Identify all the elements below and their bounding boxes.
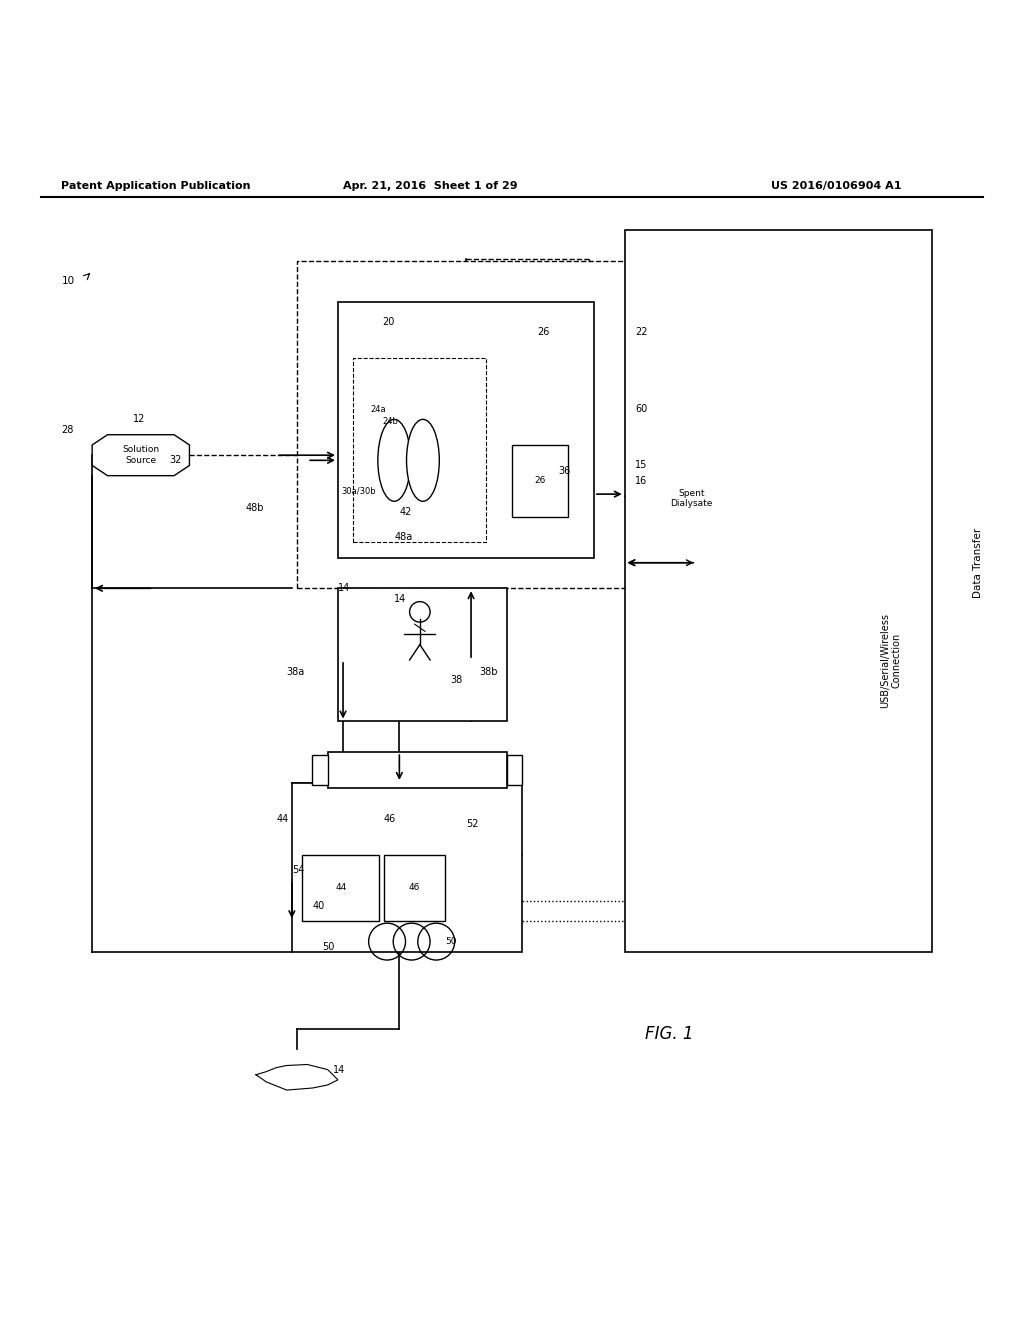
Bar bbox=[512, 445, 568, 516]
Text: 38b: 38b bbox=[479, 668, 498, 677]
Text: Spent
Dialysate: Spent Dialysate bbox=[670, 488, 713, 508]
Bar bbox=[507, 755, 522, 785]
Text: 40: 40 bbox=[312, 900, 325, 911]
Ellipse shape bbox=[407, 420, 439, 502]
Polygon shape bbox=[92, 434, 189, 475]
Text: 36: 36 bbox=[558, 466, 570, 475]
Text: 48b: 48b bbox=[246, 503, 264, 513]
Text: Data Transfer: Data Transfer bbox=[973, 528, 983, 598]
Text: 24a: 24a bbox=[371, 405, 386, 413]
Text: 14: 14 bbox=[394, 594, 407, 603]
Text: 26: 26 bbox=[535, 477, 546, 486]
Text: 60: 60 bbox=[635, 404, 647, 414]
Text: 50: 50 bbox=[323, 941, 335, 952]
Text: 44: 44 bbox=[336, 883, 346, 892]
Text: 52: 52 bbox=[466, 818, 478, 829]
Bar bbox=[292, 783, 522, 952]
Text: 50: 50 bbox=[445, 937, 457, 946]
Text: 38: 38 bbox=[451, 676, 463, 685]
Ellipse shape bbox=[378, 420, 411, 502]
Text: 14: 14 bbox=[333, 1065, 345, 1074]
Text: 44: 44 bbox=[276, 813, 289, 824]
Text: Apr. 21, 2016  Sheet 1 of 29: Apr. 21, 2016 Sheet 1 of 29 bbox=[343, 181, 517, 191]
Bar bbox=[312, 755, 328, 785]
Text: 46: 46 bbox=[384, 813, 396, 824]
Text: 24b: 24b bbox=[382, 417, 398, 426]
Text: 46: 46 bbox=[409, 883, 421, 892]
Polygon shape bbox=[625, 480, 758, 512]
Text: US 2016/0106904 A1: US 2016/0106904 A1 bbox=[771, 181, 901, 191]
Text: 12: 12 bbox=[133, 414, 145, 424]
Text: 16: 16 bbox=[635, 475, 647, 486]
Text: USB/Serial/Wireless
Connection: USB/Serial/Wireless Connection bbox=[880, 612, 902, 708]
Bar bbox=[384, 854, 445, 921]
Text: 30a/30b: 30a/30b bbox=[341, 487, 376, 495]
Text: 14: 14 bbox=[338, 583, 350, 593]
Text: 22: 22 bbox=[635, 327, 647, 338]
Text: 54: 54 bbox=[292, 865, 304, 875]
Text: 38a: 38a bbox=[287, 668, 305, 677]
Bar bbox=[338, 589, 507, 722]
Text: 15: 15 bbox=[635, 461, 647, 470]
Bar bbox=[302, 854, 379, 921]
Text: Patent Application Publication: Patent Application Publication bbox=[61, 181, 251, 191]
Text: 32: 32 bbox=[169, 455, 181, 466]
Text: 26: 26 bbox=[538, 327, 550, 338]
Bar bbox=[328, 752, 507, 788]
Text: 20: 20 bbox=[382, 317, 394, 327]
Text: 10: 10 bbox=[61, 276, 75, 286]
Bar bbox=[338, 301, 594, 557]
Bar bbox=[297, 260, 911, 589]
Text: Solution
Source: Solution Source bbox=[122, 446, 160, 465]
Bar bbox=[353, 358, 486, 543]
Polygon shape bbox=[256, 1064, 338, 1090]
Text: 42: 42 bbox=[399, 507, 412, 516]
Text: FIG. 1: FIG. 1 bbox=[645, 1024, 693, 1043]
Text: 28: 28 bbox=[61, 425, 74, 434]
Text: 48a: 48a bbox=[394, 532, 413, 543]
Bar bbox=[625, 230, 932, 952]
